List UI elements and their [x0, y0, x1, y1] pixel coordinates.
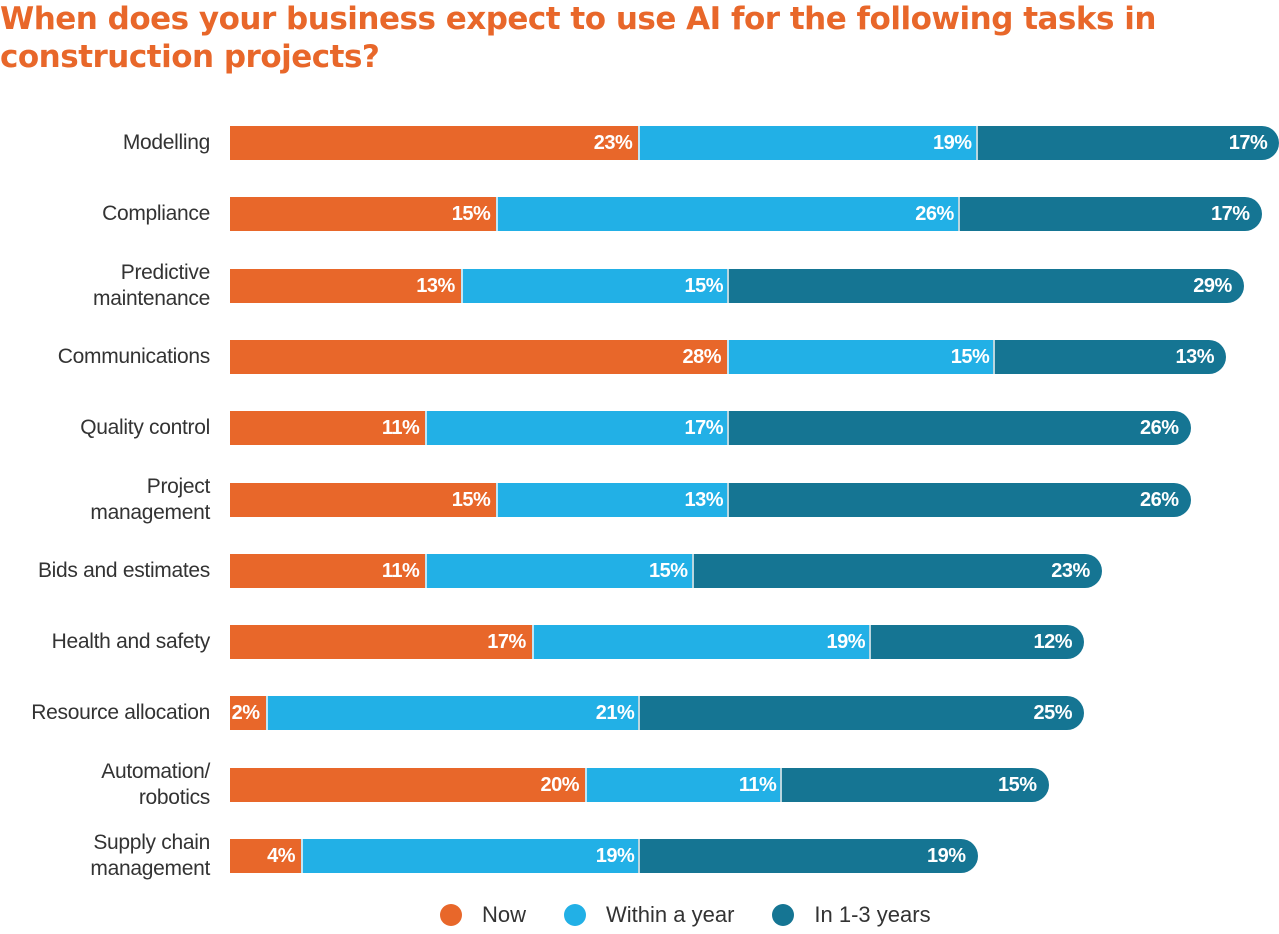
category-label: Project management	[90, 474, 210, 524]
bar-segment-now: 2%	[230, 696, 266, 731]
data-label: 15%	[684, 274, 723, 297]
data-label: 26%	[1139, 417, 1179, 440]
data-label: 13%	[684, 488, 723, 511]
data-label: 15%	[451, 488, 491, 511]
bar-segment-in-1-3-years: 26%	[727, 411, 1191, 446]
data-label: 19%	[926, 845, 966, 867]
data-label: 17%	[684, 417, 723, 440]
bar-segment-within-a-year: 19%	[301, 839, 641, 873]
bar-segment-within-a-year: 19%	[531, 625, 871, 660]
bar-segment-in-1-3-years: 17%	[957, 197, 1262, 232]
category-label: Modelling	[122, 131, 210, 154]
data-label: 29%	[1193, 274, 1232, 297]
data-label: 23%	[593, 132, 633, 154]
legend-label: Within a year	[606, 902, 735, 927]
bar-segment-now: 4%	[230, 839, 301, 873]
legend-item: Now	[440, 902, 526, 928]
category-label: Quality control	[80, 416, 210, 440]
bar-segment-in-1-3-years: 12%	[869, 625, 1084, 660]
category-label: Predictive maintenance	[93, 260, 210, 310]
data-label: 28%	[682, 345, 721, 368]
chart-legend: Now Within a year In 1-3 years	[440, 902, 969, 928]
bar-segment-in-1-3-years: 17%	[975, 126, 1279, 160]
category-label: Compliance	[102, 202, 210, 226]
legend-label: In 1-3 years	[814, 902, 931, 927]
bar-segment-in-1-3-years: 26%	[727, 482, 1191, 517]
bar-segment-now: 17%	[230, 625, 532, 660]
data-label: 11%	[381, 559, 420, 582]
legend-item: In 1-3 years	[772, 902, 931, 928]
data-label: 13%	[416, 274, 455, 297]
legend-swatch-icon	[772, 904, 795, 926]
category-label: Automation/ robotics	[101, 759, 210, 809]
data-label: 17%	[1210, 203, 1250, 226]
legend-label: Now	[482, 902, 527, 927]
legend-item: Within a year	[564, 902, 734, 928]
data-label: 21%	[595, 702, 635, 725]
bar-segment-now: 23%	[230, 126, 639, 160]
bar-segment-now: 20%	[230, 767, 585, 802]
data-label: 11%	[738, 773, 777, 796]
data-label: 13%	[1175, 345, 1214, 368]
bar-segment-in-1-3-years: 23%	[691, 553, 1102, 588]
bar-segment-now: 13%	[230, 268, 461, 303]
data-label: 20%	[540, 773, 579, 796]
data-label: 15%	[950, 345, 990, 368]
bar-segment-within-a-year: 21%	[265, 696, 641, 731]
bar-segment-in-1-3-years: 13%	[993, 339, 1226, 374]
category-label: Health and safety	[51, 630, 211, 654]
data-label: 19%	[932, 132, 972, 154]
bar-segment-in-1-3-years: 15%	[780, 767, 1049, 802]
category-label: Bids and estimates	[37, 558, 210, 582]
data-label: 19%	[595, 845, 635, 867]
bar-segment-within-a-year: 19%	[638, 126, 978, 160]
data-label: 12%	[1033, 631, 1072, 654]
data-label: 4%	[267, 845, 295, 867]
bar-segment-in-1-3-years: 25%	[638, 696, 1084, 731]
data-label: 19%	[826, 631, 865, 654]
category-label: Supply chain management	[90, 831, 210, 880]
bar-segment-within-a-year: 15%	[460, 268, 729, 303]
data-label: 23%	[1051, 559, 1090, 582]
bar-segment-in-1-3-years: 29%	[727, 268, 1244, 303]
data-label: 26%	[1139, 488, 1179, 511]
bar-segment-within-a-year: 26%	[496, 197, 960, 232]
data-label: 15%	[451, 203, 491, 226]
data-label: 15%	[997, 773, 1037, 796]
category-label: Communications	[57, 344, 211, 368]
data-label: 11%	[381, 417, 420, 440]
bar-segment-within-a-year: 17%	[425, 411, 729, 446]
data-label: 2%	[231, 702, 260, 725]
bar-segment-now: 11%	[230, 411, 426, 446]
data-label: 17%	[487, 631, 526, 654]
bar-segment-within-a-year: 15%	[425, 553, 694, 588]
bar-segment-in-1-3-years: 19%	[638, 839, 978, 873]
bar-segment-within-a-year: 11%	[585, 767, 783, 802]
chart-title: When does your business expect to use AI…	[0, 1, 1156, 75]
data-label: 17%	[1228, 132, 1268, 154]
bar-segment-now: 28%	[230, 339, 727, 374]
data-label: 26%	[915, 203, 954, 226]
category-label: Resource allocation	[31, 701, 210, 725]
bar-segment-within-a-year: 13%	[496, 482, 729, 517]
bar-segment-now: 15%	[230, 482, 497, 517]
legend-swatch-icon	[564, 904, 587, 926]
bar-segment-now: 15%	[230, 197, 497, 232]
bar-segment-now: 11%	[230, 553, 426, 588]
legend-swatch-icon	[440, 904, 462, 926]
data-label: 15%	[648, 559, 688, 582]
data-label: 25%	[1033, 702, 1072, 725]
bar-segment-within-a-year: 15%	[727, 339, 996, 374]
